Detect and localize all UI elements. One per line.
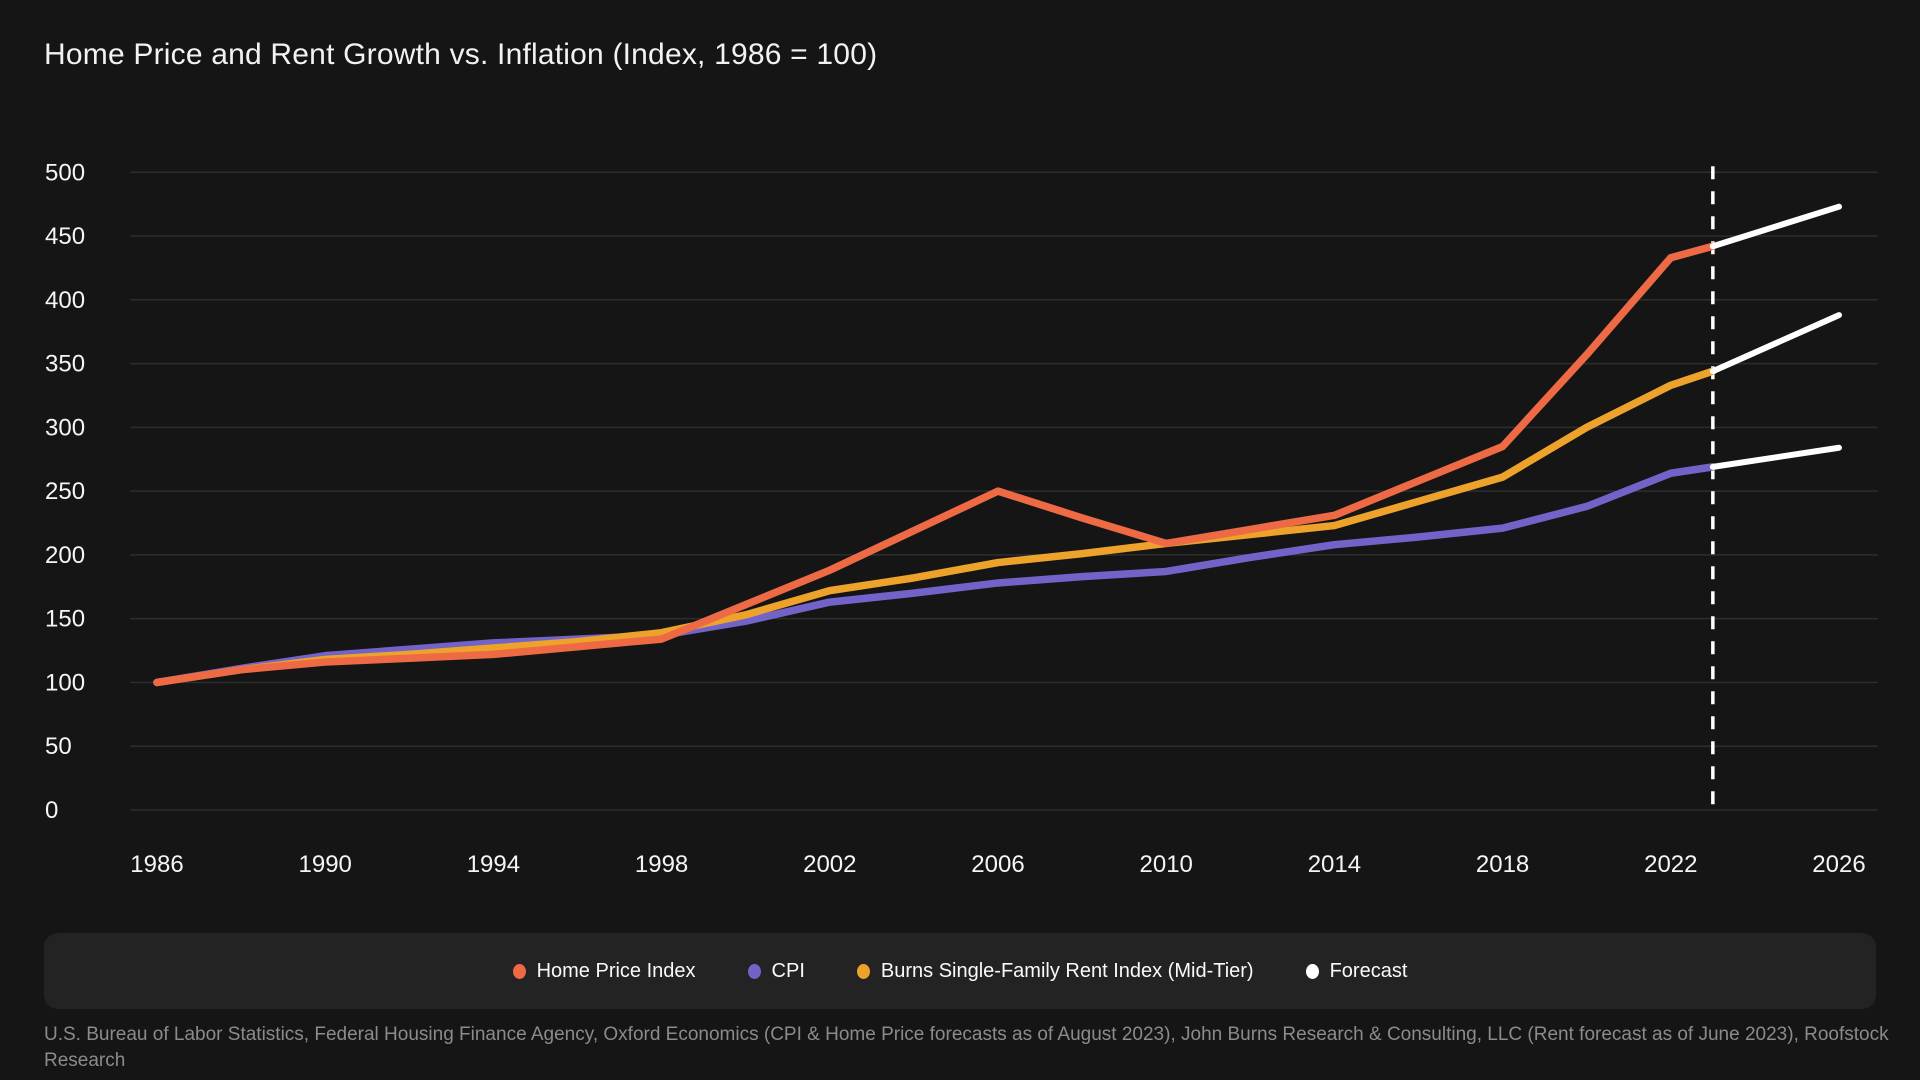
legend-dot-cpi-icon [747, 963, 761, 979]
legend-label: CPI [771, 959, 805, 982]
series-line-cpi [153, 463, 1717, 687]
chart-title: Home Price and Rent Growth vs. Inflation… [44, 38, 878, 71]
y-axis-tick-label: 300 [45, 414, 85, 441]
legend-dot-forecast-icon [1305, 963, 1319, 979]
x-axis-tick-label: 2006 [971, 851, 1024, 878]
x-axis-tick-label: 1986 [130, 851, 183, 878]
legend-label: Burns Single-Family Rent Index (Mid-Tier… [880, 959, 1254, 982]
y-axis-tick-label: 200 [45, 542, 85, 569]
legend-item-rent-index: Burns Single-Family Rent Index (Mid-Tier… [856, 959, 1254, 983]
y-axis-tick-label: 50 [45, 733, 72, 760]
y-axis-tick-label: 0 [45, 797, 58, 824]
legend-bar: Home Price Index CPI Burns Single-Family… [44, 933, 1876, 1009]
forecast-line [1709, 444, 1842, 470]
legend-label: Home Price Index [536, 959, 696, 982]
y-axis-tick-label: 250 [45, 478, 85, 505]
x-axis-tick-label: 2010 [1140, 851, 1193, 878]
x-axis-tick-label: 1994 [467, 851, 520, 878]
legend-item-home-price-index: Home Price Index [512, 959, 696, 983]
y-axis-tick-label: 150 [45, 606, 85, 633]
legend-item-cpi: CPI [747, 959, 805, 983]
x-axis-tick-label: 2014 [1308, 851, 1361, 878]
forecast-line [1709, 203, 1842, 250]
x-axis-tick-label: 1998 [635, 851, 688, 878]
x-axis-tick-label: 2002 [803, 851, 856, 878]
y-axis-tick-label: 350 [45, 351, 85, 378]
series-line-home-price-index [153, 242, 1717, 687]
x-axis-tick-label: 2026 [1812, 851, 1865, 878]
legend-dot-rent-index-icon [856, 963, 870, 979]
x-axis-tick-label: 2018 [1476, 851, 1529, 878]
legend-dot-home-price-index-icon [512, 963, 526, 979]
x-axis-tick-label: 1990 [299, 851, 352, 878]
y-axis-tick-label: 100 [45, 669, 85, 696]
y-axis-tick-label: 400 [45, 287, 85, 314]
legend-item-forecast: Forecast [1305, 959, 1408, 983]
source-text: U.S. Bureau of Labor Statistics, Federal… [44, 1024, 1889, 1071]
y-axis-tick-label: 450 [45, 223, 85, 250]
series-line-burns-single-family-rent-index-mid-tier [153, 367, 1717, 687]
legend-label: Forecast [1329, 959, 1408, 982]
x-axis-tick-label: 2022 [1644, 851, 1697, 878]
line-chart: 0 50 100 150 200 250 300 350 400 450 500 1986 1990 19… [45, 159, 1878, 878]
forecast-line [1709, 312, 1842, 375]
y-axis-tick-label: 500 [45, 159, 85, 186]
